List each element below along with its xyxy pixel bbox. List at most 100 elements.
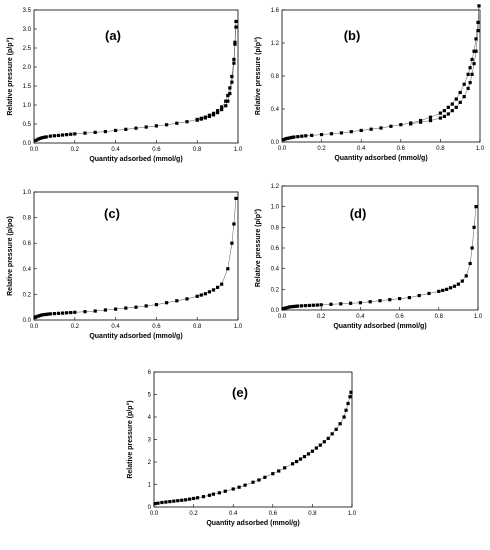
panel-label: (c) — [104, 206, 120, 221]
data-point — [310, 133, 314, 137]
y-tick-label: 0.2 — [271, 287, 280, 293]
data-point — [468, 261, 472, 266]
data-point — [36, 137, 40, 141]
data-point — [40, 136, 44, 140]
data-point — [470, 57, 474, 62]
data-point — [458, 100, 462, 104]
x-tick-label: 0.4 — [111, 147, 120, 153]
y-tick-label: 0.6 — [271, 246, 280, 252]
data-point — [175, 121, 179, 125]
data-point — [303, 304, 308, 308]
data-point — [476, 20, 480, 24]
y-tick-label: 0.8 — [271, 225, 280, 231]
data-point — [300, 304, 304, 308]
y-tick-label: 0.4 — [271, 107, 280, 113]
data-point — [154, 303, 158, 307]
y-axis-label: Relative pressure (p/p°) — [254, 37, 262, 115]
panel-label: (a) — [105, 28, 121, 43]
data-point — [334, 427, 338, 431]
data-point — [310, 449, 314, 453]
data-point — [428, 118, 433, 123]
y-tick-label: 0.0 — [23, 318, 32, 324]
data-point — [203, 292, 207, 296]
y-tick-label: 1.0 — [271, 205, 280, 211]
data-point — [220, 282, 224, 286]
y-tick-label: 0.0 — [271, 308, 280, 314]
data-point — [290, 305, 294, 309]
data-point — [195, 294, 199, 298]
data-point — [192, 496, 196, 501]
data-point — [296, 135, 300, 139]
data-point — [326, 436, 330, 440]
data-point — [93, 309, 97, 313]
y-tick-label: 1.5 — [23, 84, 32, 90]
data-point — [474, 37, 478, 41]
data-point — [224, 99, 228, 103]
x-axis-label: Quantity adsorbed (mmol/g) — [333, 323, 426, 330]
data-point — [300, 134, 304, 138]
y-tick-label: 2 — [148, 460, 152, 466]
data-point — [34, 138, 38, 142]
data-point — [322, 440, 326, 444]
x-tick-label: 0.0 — [30, 324, 39, 330]
data-point — [454, 105, 458, 109]
data-point — [56, 311, 61, 315]
x-tick-label: 0.0 — [278, 146, 287, 152]
x-tick-label: 0.6 — [269, 511, 278, 517]
data-point — [223, 489, 227, 493]
y-axis-label: Relative pressure (p/p°) — [254, 209, 262, 287]
x-tick-label: 1.0 — [474, 314, 483, 320]
panel-d: (d) Quantity adsorbed (mmol/g) Relative … — [254, 184, 483, 330]
data-point — [466, 86, 470, 90]
data-point — [296, 304, 300, 308]
data-point — [60, 311, 65, 315]
data-point — [216, 111, 220, 115]
y-tick-label: 0.8 — [271, 74, 280, 80]
data-point — [232, 57, 236, 61]
data-point — [452, 284, 457, 288]
data-point — [271, 472, 275, 476]
data-point — [103, 130, 107, 134]
y-tick-label: 6 — [148, 370, 152, 376]
data-point — [304, 134, 308, 138]
data-point — [282, 306, 286, 311]
data-point — [417, 293, 421, 298]
panel-b: (b) Quantity adsorbed (mmol/g) Relative … — [254, 4, 485, 162]
data-point — [199, 117, 203, 121]
data-point — [211, 113, 216, 117]
y-axis-label: Relative pressure (p/po) — [7, 216, 14, 296]
y-tick-label: 1.2 — [271, 41, 280, 47]
data-point — [409, 122, 413, 126]
data-point — [288, 305, 292, 309]
x-tick-label: 0.6 — [152, 324, 161, 330]
data-point — [124, 127, 128, 131]
data-point — [472, 62, 476, 66]
data-point — [38, 313, 42, 318]
data-point — [298, 457, 303, 461]
y-tick-label: 1.0 — [23, 103, 32, 109]
data-point — [232, 61, 236, 65]
data-point — [165, 123, 169, 127]
data-point — [263, 475, 267, 479]
data-point — [168, 500, 172, 504]
data-point — [164, 500, 168, 504]
data-point — [456, 282, 460, 286]
y-tick-label: 0.5 — [23, 122, 32, 128]
data-point — [470, 72, 474, 76]
data-point — [476, 29, 480, 33]
x-tick-label: 0.4 — [111, 324, 120, 330]
plot-frame — [281, 9, 481, 143]
data-point — [277, 469, 281, 473]
data-point — [233, 40, 237, 44]
data-point — [184, 498, 188, 502]
data-point — [230, 80, 234, 84]
data-point — [34, 315, 38, 319]
data-point — [454, 97, 458, 101]
x-tick-label: 0.4 — [356, 314, 365, 320]
x-tick-label: 1.0 — [234, 147, 243, 153]
data-point — [450, 109, 454, 113]
data-point — [315, 303, 319, 307]
y-tick-label: 0.4 — [271, 267, 280, 273]
data-point — [407, 296, 411, 300]
data-point — [52, 134, 56, 138]
